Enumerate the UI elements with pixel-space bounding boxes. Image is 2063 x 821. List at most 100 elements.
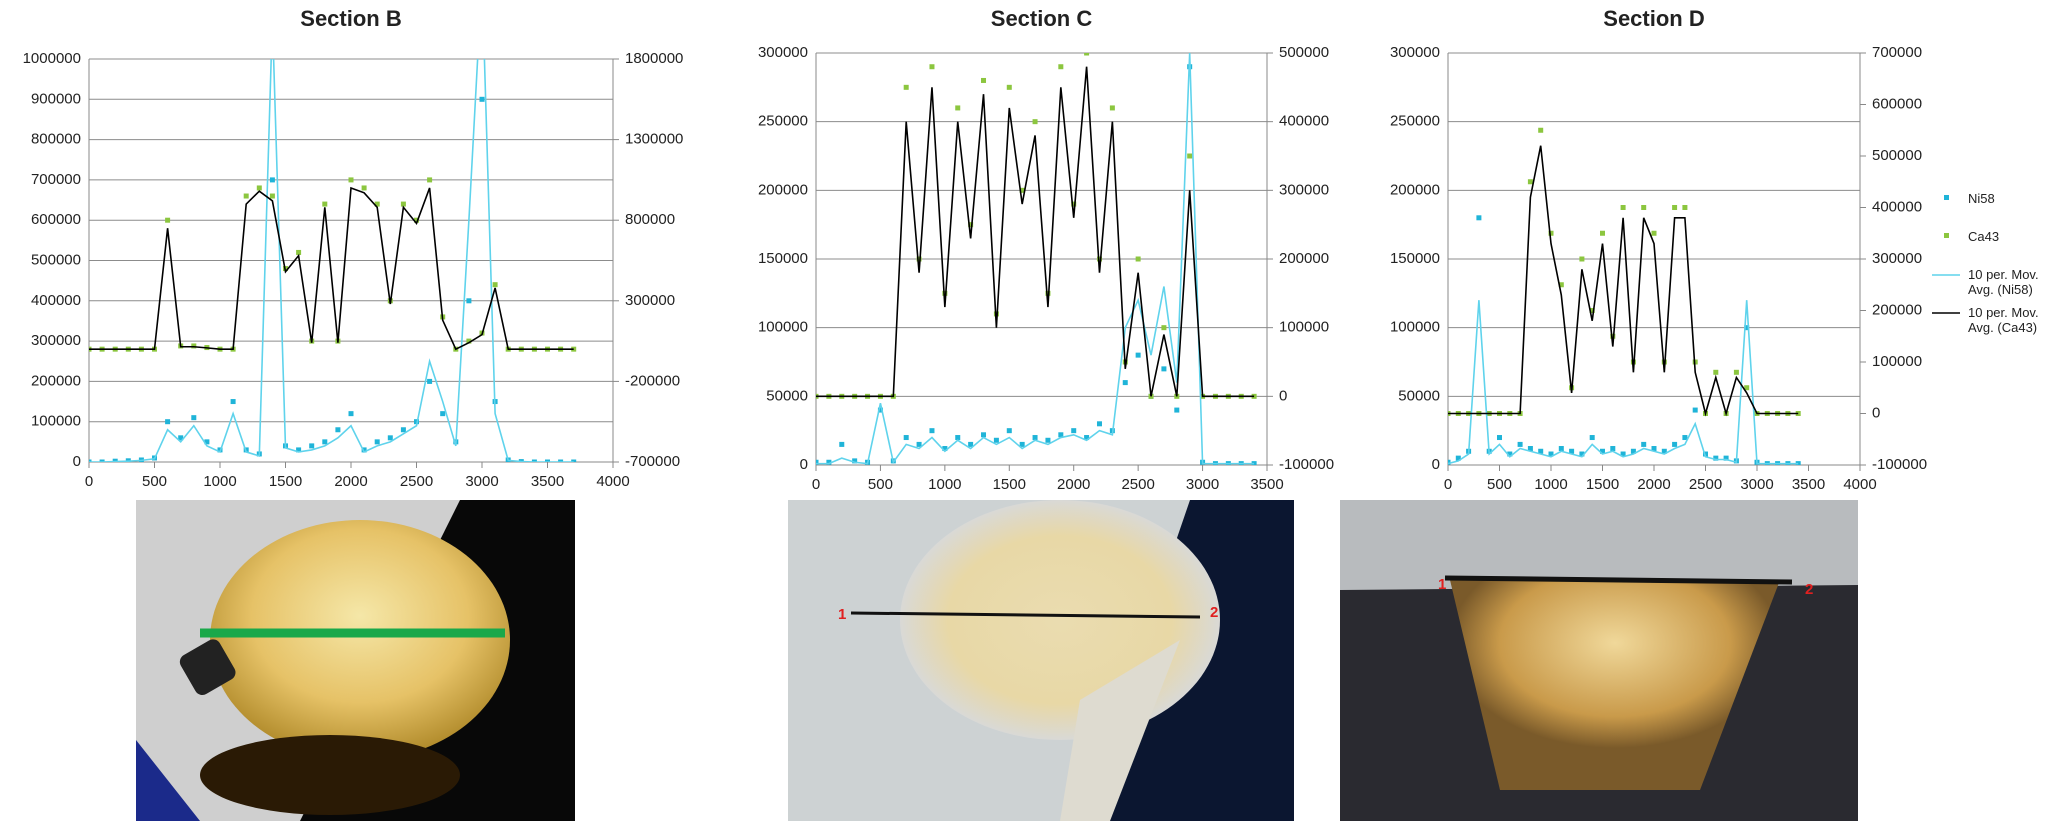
- y-tick-label: 250000: [1390, 113, 1440, 130]
- y-tick-label: 150000: [1390, 250, 1440, 267]
- data-point: [1672, 442, 1677, 447]
- data-point: [440, 411, 445, 416]
- data-point: [191, 415, 196, 420]
- x-tick-label: 1500: [993, 476, 1026, 493]
- y2-tick-label: 300000: [1279, 181, 1329, 198]
- y2-tick-label: 1800000: [625, 50, 683, 67]
- data-point: [1590, 435, 1595, 440]
- data-point: [165, 218, 170, 223]
- x-tick-label: 2000: [1057, 476, 1090, 493]
- plot-area: [814, 51, 1257, 467]
- data-point: [1621, 205, 1626, 210]
- data-point: [1007, 85, 1012, 90]
- chart-title: Section C: [991, 6, 1093, 31]
- x-tick-label: 1500: [269, 473, 302, 490]
- x-tick-label: 2000: [1637, 476, 1670, 493]
- photo-label: 1: [838, 606, 846, 623]
- data-point: [322, 439, 327, 444]
- legend-label: Ca43: [1968, 229, 2053, 244]
- y2-tick-label: 1300000: [625, 131, 683, 148]
- series-line: [816, 67, 1254, 397]
- data-point: [1672, 205, 1677, 210]
- x-tick-label: 3000: [1186, 476, 1219, 493]
- series-line: [816, 53, 1254, 464]
- x-tick-label: 1500: [1586, 476, 1619, 493]
- data-point: [1446, 460, 1451, 465]
- x-tick-label: 3000: [1740, 476, 1773, 493]
- y-tick-label: 100000: [1390, 319, 1440, 336]
- data-point: [231, 399, 236, 404]
- x-tick-label: 0: [1444, 476, 1452, 493]
- data-point: [1136, 257, 1141, 262]
- data-point: [1538, 128, 1543, 133]
- y2-tick-label: 100000: [1279, 319, 1329, 336]
- data-point: [1187, 154, 1192, 159]
- y2-tick-label: 400000: [1872, 198, 1922, 215]
- data-point: [1161, 366, 1166, 371]
- x-tick-label: 3500: [531, 473, 564, 490]
- data-point: [1071, 428, 1076, 433]
- y2-tick-label: 500000: [1872, 147, 1922, 164]
- data-point: [955, 105, 960, 110]
- y-tick-label: 200000: [1390, 181, 1440, 198]
- y-tick-label: 800000: [31, 131, 81, 148]
- data-point: [839, 442, 844, 447]
- series-line: [1448, 146, 1798, 414]
- y2-tick-label: -100000: [1279, 456, 1334, 473]
- x-tick-label: 4000: [1843, 476, 1876, 493]
- y2-tick-label: 600000: [1872, 95, 1922, 112]
- y-tick-label: 0: [73, 453, 81, 470]
- x-tick-label: 2500: [400, 473, 433, 490]
- y-tick-label: 300000: [31, 332, 81, 349]
- series-line: [89, 0, 574, 462]
- data-point: [929, 64, 934, 69]
- y-tick-label: 100000: [31, 413, 81, 430]
- data-point: [1734, 370, 1739, 375]
- y-tick-label: 200000: [758, 181, 808, 198]
- x-tick-label: 3000: [465, 473, 498, 490]
- data-point: [1528, 179, 1533, 184]
- data-point: [1497, 435, 1502, 440]
- y2-tick-label: 700000: [1872, 44, 1922, 61]
- data-point: [1058, 64, 1063, 69]
- data-point: [994, 438, 999, 443]
- data-point: [296, 250, 301, 255]
- data-point: [349, 411, 354, 416]
- page: 1 2 1 2 Section B01000002000003000004000…: [0, 0, 2063, 821]
- y2-tick-label: 0: [1279, 387, 1287, 404]
- data-point: [322, 202, 327, 207]
- data-point: [955, 435, 960, 440]
- data-point: [388, 435, 393, 440]
- photo-b: [136, 500, 575, 821]
- data-point: [1559, 446, 1564, 451]
- x-tick-label: 2000: [334, 473, 367, 490]
- x-tick-label: 0: [85, 473, 93, 490]
- x-tick-label: 3500: [1792, 476, 1825, 493]
- legend-symbol: [1944, 233, 1949, 238]
- y2-tick-label: 100000: [1872, 353, 1922, 370]
- data-point: [1174, 408, 1179, 413]
- legend-label: Ni58: [1968, 191, 2053, 206]
- data-point: [244, 194, 249, 199]
- data-point: [1579, 257, 1584, 262]
- data-point: [270, 194, 275, 199]
- chart: Section B0100000200000300000400000500000…: [23, 0, 684, 490]
- y-tick-label: 300000: [758, 44, 808, 61]
- data-point: [1713, 370, 1718, 375]
- x-tick-label: 1000: [1534, 476, 1567, 493]
- data-point: [1033, 119, 1038, 124]
- data-point: [1045, 438, 1050, 443]
- y-tick-label: 50000: [766, 387, 808, 404]
- x-tick-label: 3500: [1250, 476, 1283, 493]
- legend-symbol: [1944, 195, 1949, 200]
- data-point: [257, 185, 262, 190]
- photo-d: 1 2: [1340, 500, 1858, 821]
- x-tick-label: 0: [812, 476, 820, 493]
- y-tick-label: 50000: [1398, 387, 1440, 404]
- data-point: [904, 85, 909, 90]
- data-point: [309, 443, 314, 448]
- y2-tick-label: 300000: [625, 292, 675, 309]
- x-tick-label: 2500: [1121, 476, 1154, 493]
- y2-tick-label: 800000: [625, 211, 675, 228]
- series-line: [89, 188, 574, 349]
